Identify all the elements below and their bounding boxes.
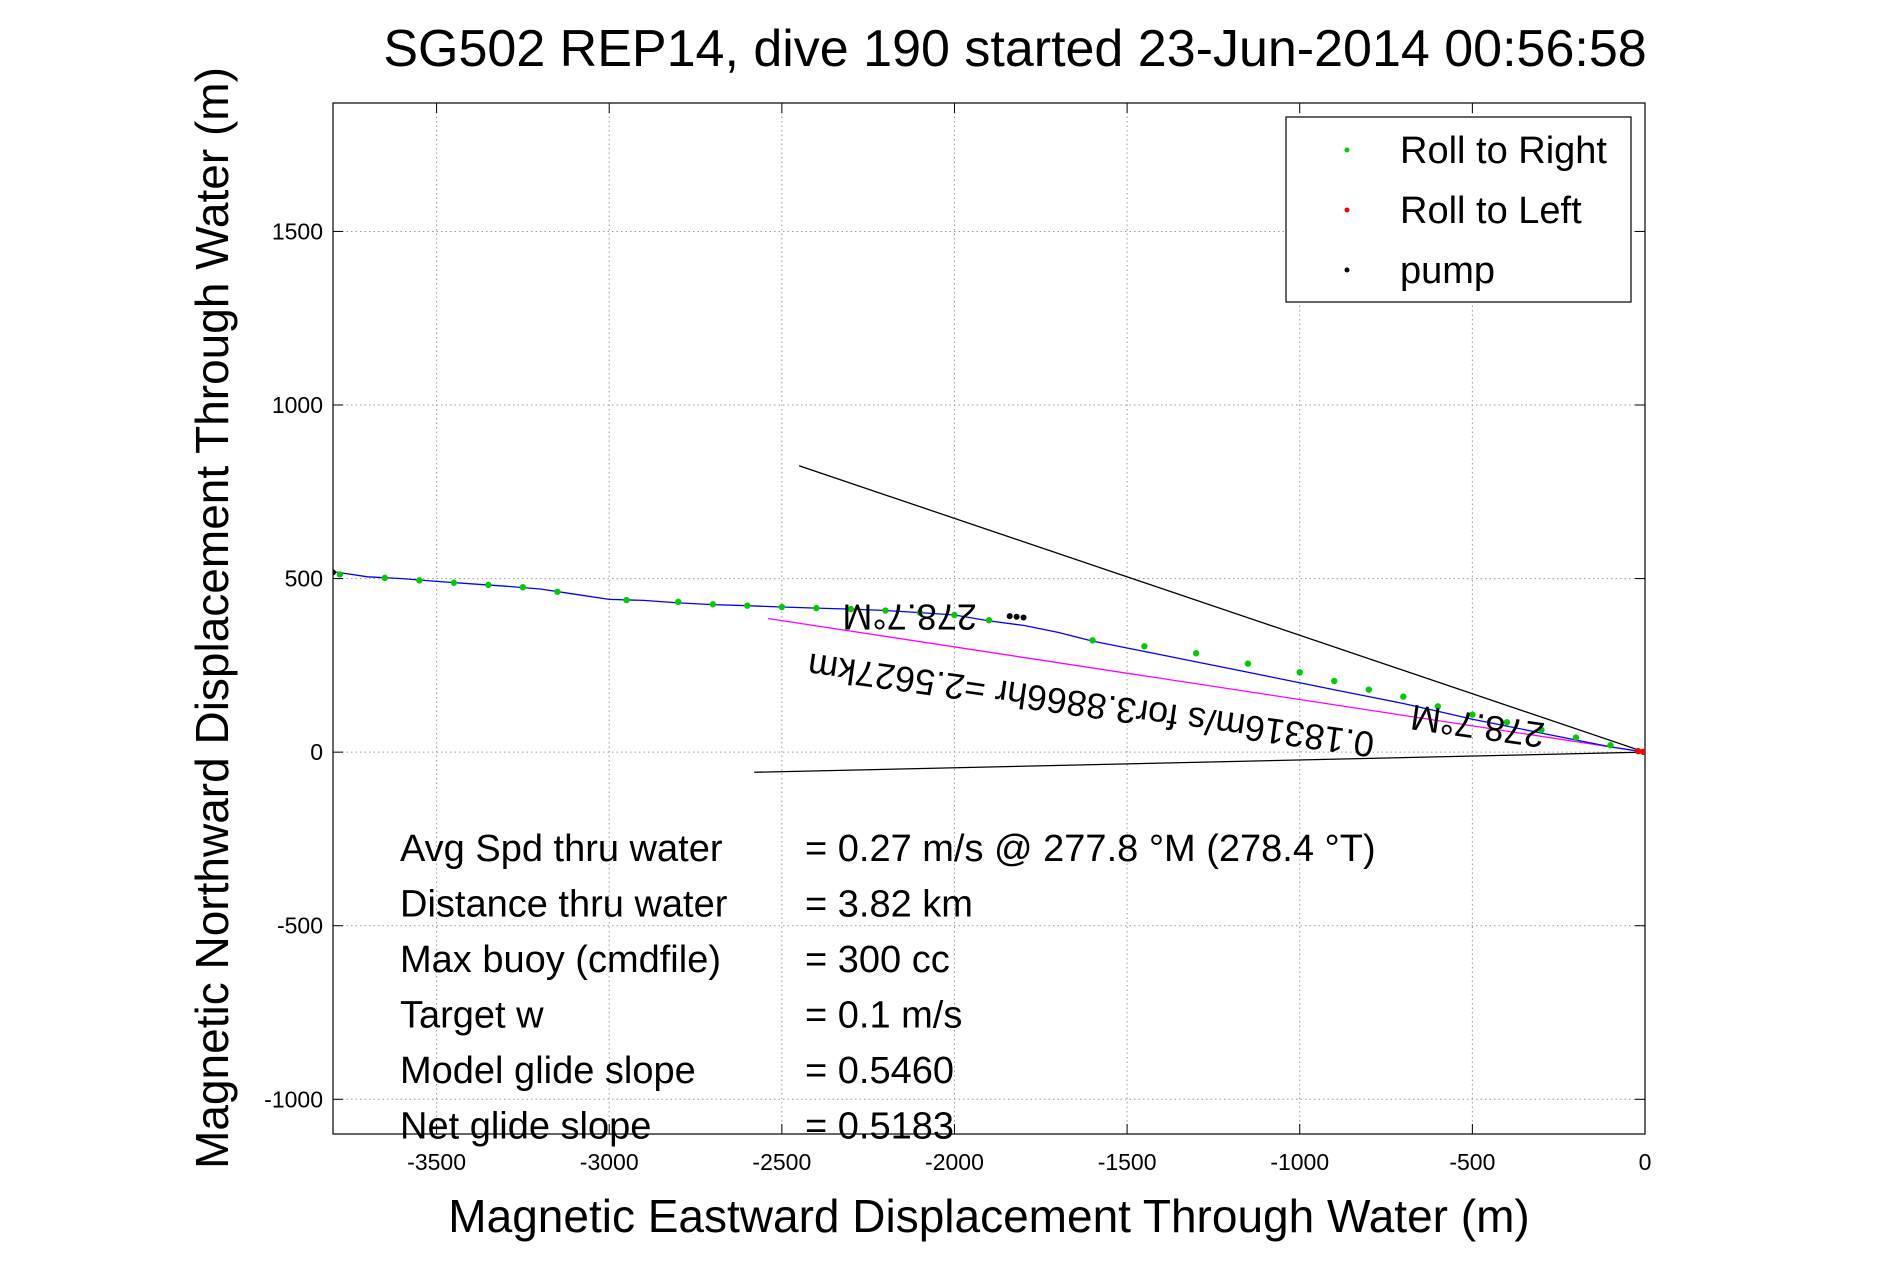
stat-label: Target w: [400, 995, 544, 1037]
roll-right-point: [744, 602, 751, 609]
roll-right-point: [916, 609, 924, 616]
x-tick-label: 0: [1639, 1149, 1652, 1175]
roll-right-point: [847, 605, 855, 613]
x-tick-label: -3000: [580, 1149, 639, 1175]
roll-right-point: [813, 604, 820, 612]
roll-right-point: [1503, 719, 1511, 726]
reference-line3: [767, 617, 1645, 753]
x-axis-label: Magnetic Eastward Displacement Through W…: [448, 1190, 1529, 1242]
stat-label: Max buoy (cmdfile): [400, 939, 721, 981]
y-tick-label: -1000: [264, 1086, 323, 1112]
roll-right-point: [1469, 711, 1476, 718]
stat-value: = 3.82 km: [805, 884, 973, 926]
stat-label: Avg Spd thru water: [400, 828, 723, 870]
roll-right-point: [1365, 686, 1372, 693]
stats-panel: Avg Spd thru water = 0.27 m/s @ 277.8 °M …: [400, 828, 1376, 1148]
stat-value: = 0.27 m/s @ 277.8 °M (278.4 °T): [805, 828, 1376, 870]
y-tick-label: 1500: [272, 218, 323, 244]
y-axis-label: Magnetic Northward Displacement Through …: [186, 67, 238, 1169]
pump-point: [1020, 614, 1027, 621]
stat-value: = 0.1 m/s: [805, 995, 962, 1037]
reference-line1: [798, 465, 1645, 753]
stat-value: = 0.5183: [805, 1106, 954, 1148]
roll-right-point: [554, 588, 561, 595]
roll-right-point: [485, 581, 492, 589]
stat-label: Distance thru water: [400, 884, 728, 926]
stat-value: = 300 cc: [805, 939, 950, 981]
pump-point: [333, 569, 336, 576]
roll-right-point: [336, 571, 344, 578]
y-tick-label: -500: [277, 913, 323, 939]
y-tick-label: 500: [285, 566, 323, 592]
roll-right-point: [1607, 742, 1614, 749]
stat-value: = 0.5460: [805, 1050, 954, 1092]
x-tick-label: -2000: [925, 1149, 984, 1175]
legend-box: [1285, 116, 1632, 303]
roll-right-point: [1244, 660, 1252, 667]
roll-right-point: [1192, 650, 1200, 657]
roll-right-point: [1572, 734, 1580, 741]
legend-marker: [1344, 267, 1350, 273]
y-tick-label: 0: [310, 739, 323, 765]
roll-right-point: [1400, 693, 1407, 700]
y-tick-label: 1000: [272, 392, 323, 418]
roll-right-point: [1434, 703, 1442, 710]
legend: Roll to Right Roll to Left pump: [1285, 116, 1632, 303]
roll-right-point: [709, 601, 716, 608]
legend-label: Roll to Right: [1400, 130, 1607, 172]
roll-right-point: [1296, 669, 1303, 676]
legend-label: Roll to Left: [1400, 190, 1582, 232]
roll-right-point: [882, 607, 889, 614]
roll-right-point: [1089, 637, 1096, 644]
roll-right-point: [519, 584, 527, 591]
roll-right-point: [450, 579, 458, 586]
legend-marker: [1344, 207, 1350, 213]
roll-right-point: [951, 611, 958, 619]
x-tick-label: -3500: [407, 1149, 466, 1175]
roll-left-point: [1641, 748, 1645, 756]
chart-title: SG502 REP14, dive 190 started 23-Jun-201…: [383, 20, 1646, 78]
stat-label: Model glide slope: [400, 1050, 696, 1092]
roll-right-point: [778, 603, 786, 611]
pump-point: [1013, 613, 1020, 620]
x-tick-label: -1000: [1270, 1149, 1329, 1175]
roll-right-point: [416, 577, 423, 584]
pump-point: [1006, 613, 1013, 620]
roll-right-point: [623, 596, 630, 604]
x-tick-label: -1500: [1098, 1149, 1157, 1175]
x-tick-label: -500: [1449, 1149, 1495, 1175]
roll-right-point: [1538, 726, 1545, 734]
stat-label: Net glide slope: [400, 1106, 651, 1148]
legend-marker: [1344, 147, 1350, 153]
data-layer: [333, 465, 1645, 773]
axis-ticks: -3500 -3000 -2500 -2000 -1500 -1000 -500 0 -1000…: [264, 103, 1651, 1175]
roll-left-point: [1634, 747, 1642, 755]
reference-line2: [754, 751, 1645, 773]
track-annotation: 278.7°M: [842, 597, 976, 638]
roll-right-point: [675, 598, 682, 606]
roll-right-point: [985, 617, 993, 624]
roll-right-point: [1331, 677, 1338, 685]
x-tick-label: -2500: [752, 1149, 811, 1175]
roll-right-point: [1141, 643, 1148, 650]
roll-right-point: [381, 574, 388, 582]
legend-label: pump: [1400, 250, 1495, 292]
